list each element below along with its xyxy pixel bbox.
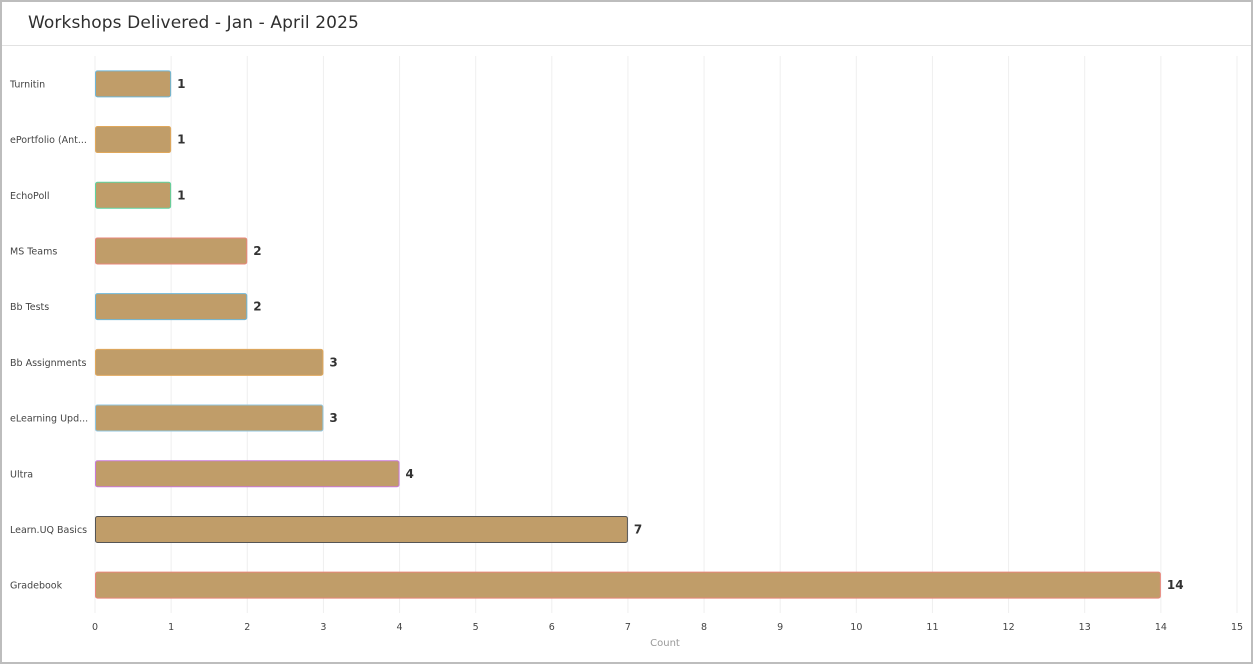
x-tick-label: 6 — [549, 622, 555, 633]
x-tick-label: 3 — [320, 622, 326, 633]
data-label: 1 — [177, 133, 185, 147]
category-label: ePortfolio (Ant... — [10, 135, 87, 146]
bar — [95, 181, 172, 209]
data-label: 7 — [634, 522, 642, 536]
x-tick-label: 15 — [1231, 622, 1243, 633]
bar — [95, 70, 172, 98]
x-tick-label: 14 — [1155, 622, 1167, 633]
bar — [95, 460, 400, 488]
bar — [95, 571, 1161, 599]
data-label: 1 — [177, 188, 185, 202]
x-axis-title: Count — [650, 638, 680, 649]
x-tick-label: 1 — [168, 622, 174, 633]
data-label: 4 — [406, 467, 414, 481]
data-label: 14 — [1167, 578, 1184, 592]
chart-header: Workshops Delivered - Jan - April 2025 — [2, 2, 1251, 46]
x-tick-label: 10 — [850, 622, 862, 633]
chart-title: Workshops Delivered - Jan - April 2025 — [28, 13, 359, 33]
category-label: Bb Assignments — [10, 358, 87, 369]
data-label: 3 — [329, 411, 337, 425]
category-label: Turnitin — [9, 79, 45, 90]
data-label: 2 — [253, 300, 261, 314]
category-label: EchoPoll — [10, 191, 50, 202]
category-label: Gradebook — [10, 581, 63, 592]
x-tick-label: 12 — [1003, 622, 1015, 633]
data-label: 1 — [177, 77, 185, 91]
x-tick-label: 0 — [92, 622, 98, 633]
x-tick-label: 8 — [701, 622, 707, 633]
x-tick-label: 5 — [473, 622, 479, 633]
bar — [95, 126, 172, 154]
data-label: 3 — [329, 355, 337, 369]
data-label: 2 — [253, 244, 261, 258]
category-label: eLearning Upd... — [10, 414, 88, 425]
bar — [95, 515, 628, 543]
bar — [95, 348, 324, 376]
x-tick-label: 11 — [926, 622, 938, 633]
x-tick-label: 13 — [1079, 622, 1091, 633]
x-tick-label: 2 — [244, 622, 250, 633]
bar — [95, 293, 248, 321]
x-tick-label: 9 — [777, 622, 783, 633]
x-tick-label: 7 — [625, 622, 631, 633]
category-label: MS Teams — [10, 246, 57, 257]
bar — [95, 404, 324, 432]
category-label: Bb Tests — [10, 302, 49, 313]
category-label: Learn.UQ Basics — [10, 525, 87, 536]
x-tick-label: 4 — [397, 622, 403, 633]
category-label: Ultra — [10, 469, 33, 480]
bar — [95, 237, 248, 265]
